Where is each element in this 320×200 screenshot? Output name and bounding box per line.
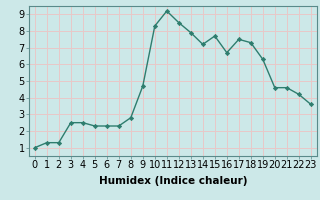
X-axis label: Humidex (Indice chaleur): Humidex (Indice chaleur) — [99, 176, 247, 186]
